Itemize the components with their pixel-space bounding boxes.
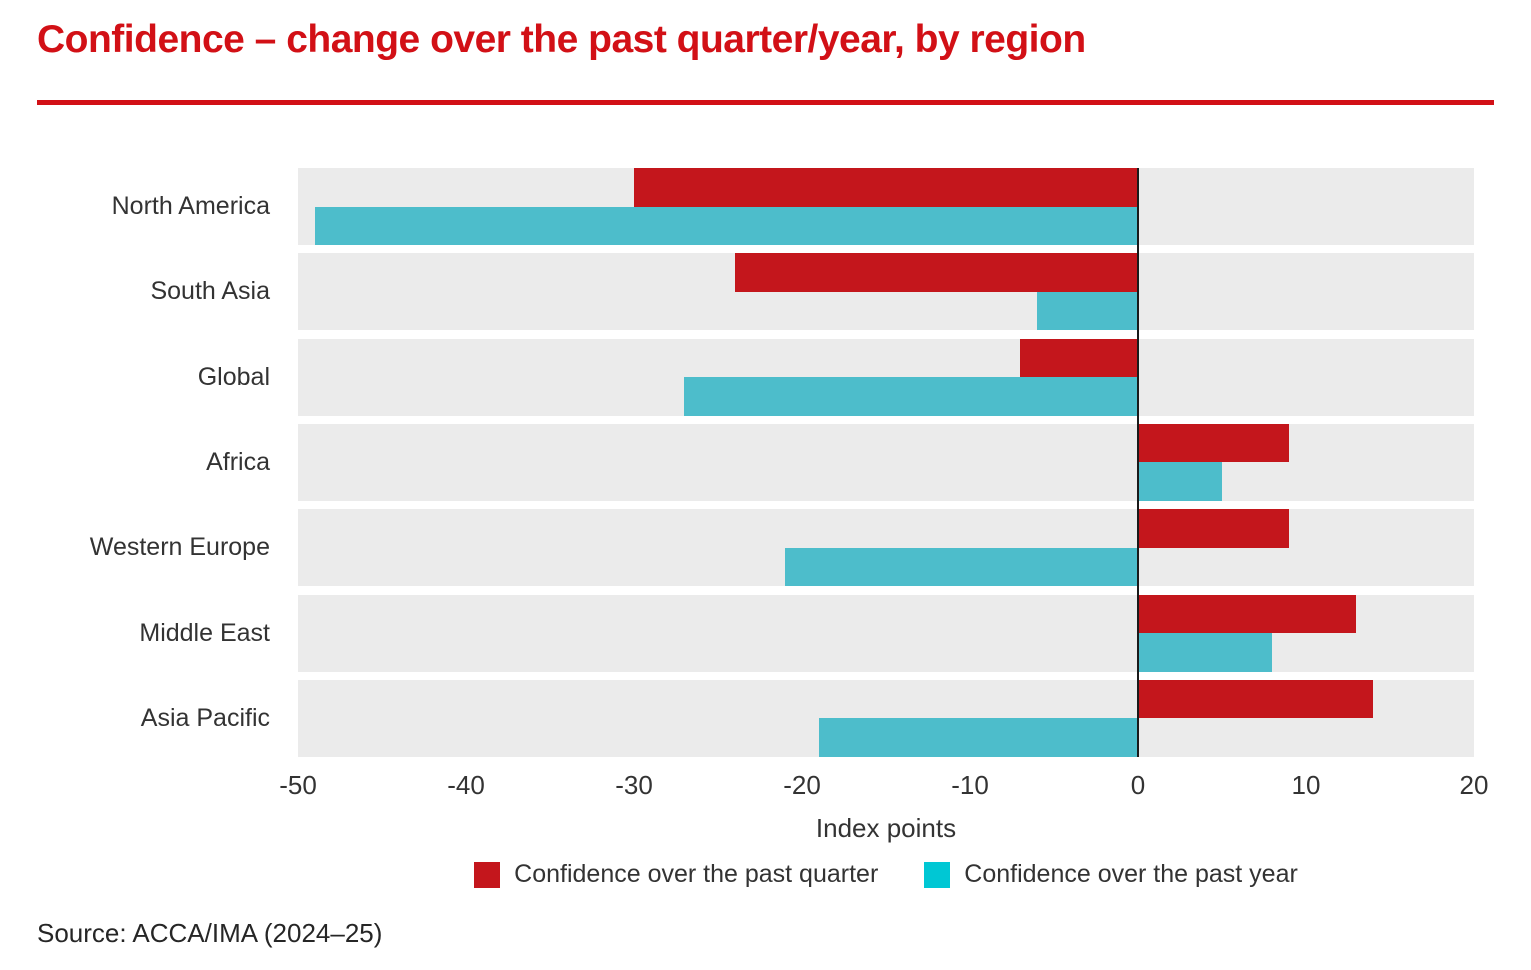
category-label: Middle East (139, 618, 270, 647)
category-label: Africa (206, 447, 270, 476)
quarter-series-swatch-icon (474, 861, 501, 888)
x-tick-label: 10 (1291, 770, 1321, 800)
x-tick-label: 20 (1459, 770, 1489, 800)
chart-legend: Confidence over the past quarter Confide… (298, 860, 1474, 889)
x-tick-label: -20 (783, 770, 821, 800)
legend-item-quarter: Confidence over the past quarter (474, 860, 878, 889)
bar-quarter-africa (1138, 423, 1290, 463)
bar-quarter-asia-pacific (1138, 679, 1374, 719)
bar-year-south-asia (1037, 291, 1138, 331)
legend-item-year: Confidence over the past year (924, 860, 1298, 889)
bar-quarter-south-asia (734, 253, 1138, 292)
x-axis-label: Index points (815, 813, 957, 843)
legend-label-year: Confidence over the past year (964, 860, 1298, 888)
x-tick-label: -40 (447, 770, 485, 800)
category-label: South Asia (150, 277, 270, 306)
category-label: Western Europe (89, 533, 270, 562)
bar-quarter-global (1020, 338, 1138, 378)
year-series-swatch-icon (924, 861, 951, 888)
title-divider (37, 100, 1494, 105)
x-tick-label: -30 (615, 770, 653, 800)
x-tick-label: -50 (279, 770, 317, 800)
category-label: Asia Pacific (140, 703, 270, 732)
bar-year-global (684, 377, 1138, 416)
bar-quarter-middle-east (1138, 594, 1357, 633)
bar-year-asia-pacific (818, 718, 1138, 757)
bar-year-western-europe (785, 547, 1138, 587)
category-band (298, 423, 1474, 501)
zero-axis-line (1136, 168, 1140, 757)
bar-quarter-north-america (634, 168, 1138, 207)
x-tick-label: -10 (951, 770, 989, 800)
category-label: Global (197, 362, 270, 391)
bar-quarter-western-europe (1138, 509, 1290, 548)
bar-year-africa (1138, 462, 1222, 501)
legend-label-quarter: Confidence over the past quarter (514, 860, 879, 888)
page-title: Confidence – change over the past quarte… (37, 18, 1086, 61)
bar-year-north-america (314, 206, 1138, 245)
source-note: Source: ACCA/IMA (2024–25) (37, 918, 383, 948)
category-label: North America (111, 192, 270, 220)
x-tick-label: 0 (1130, 770, 1146, 800)
bar-year-middle-east (1138, 633, 1273, 672)
